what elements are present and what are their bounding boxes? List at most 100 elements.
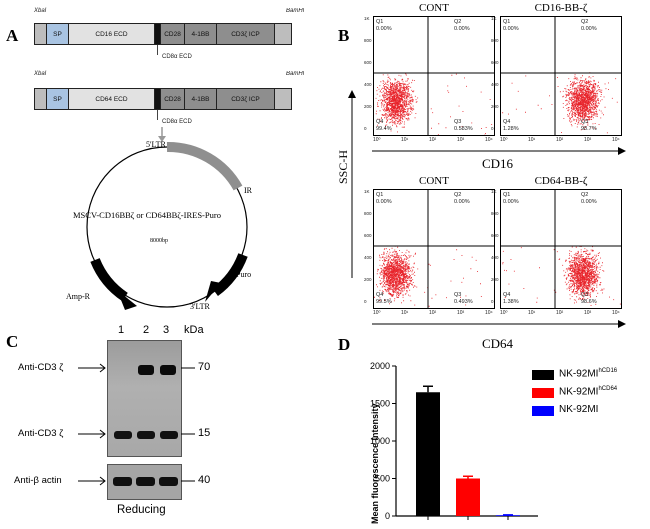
kda-label: kDa (184, 324, 204, 336)
mw-40-label: 40 (198, 474, 211, 486)
legend-swatch-nk92mi (532, 406, 554, 416)
q3-label: Q3 (454, 119, 462, 125)
vector-size: 8000bp (150, 238, 168, 244)
cd16-axis-label: CD16 (482, 156, 514, 171)
y-tick-label: 0 (364, 299, 367, 304)
dot-cloud (374, 17, 494, 135)
y-tick-label: 600 (364, 60, 372, 65)
fc-title-3: CONT (419, 175, 449, 187)
cd8-label-2: CD8α ECD (162, 119, 192, 125)
dot-cloud (501, 17, 621, 135)
lane-1-label: 1 (118, 324, 125, 336)
y-tick-label: 1000 (370, 436, 390, 446)
plasmid-map (86, 141, 248, 310)
q2-label: Q2 (454, 192, 462, 198)
construct-cd16-ecd: CD16 ECD (69, 24, 155, 44)
q2-value: 0.00% (454, 26, 470, 32)
x-tick-label: 10¹ (401, 310, 409, 316)
cell-events (374, 245, 482, 307)
q1-value: 0.00% (376, 26, 392, 32)
cd8-pointer-1 (157, 45, 158, 55)
band-lane3-actin (159, 477, 178, 486)
cd8-label-1: CD8α ECD (162, 54, 192, 60)
bar-0 (416, 392, 440, 516)
y-tick-label: 0 (491, 126, 494, 131)
construct-cd64-sp: SP (47, 89, 69, 109)
x-tick-label: 10³ (457, 310, 465, 316)
mw-15-label: 15 (198, 427, 211, 439)
construct-cd16-41bb: 4-1BB (185, 24, 217, 44)
ltr5-label: 5'LTR (146, 140, 166, 149)
q4-value: 99.5% (376, 299, 392, 305)
fc-title-1: CONT (419, 2, 449, 14)
legend-label-nk92mi: NK-92MI (559, 404, 599, 415)
q3-label: Q3 (581, 292, 589, 298)
x-tick-label: 10² (556, 137, 564, 143)
x-tick-label: 10⁰ (373, 310, 381, 316)
reducing-caption: Reducing (117, 504, 166, 516)
q3-label: Q3 (454, 292, 462, 298)
cell-events (375, 73, 493, 135)
q1-label: Q1 (503, 192, 511, 198)
construct-cd16-cd3z: CD3ζ ICP (217, 24, 275, 44)
y-tick-label: 800 (491, 38, 499, 43)
chart-ylabel: Mean fluorescence intensity (370, 403, 380, 524)
cd64-axis-label: CD64 (482, 336, 514, 351)
x-tick-label: 10² (429, 310, 437, 316)
q1-label: Q1 (503, 19, 511, 25)
x-tick-label: 10⁴ (485, 137, 493, 143)
bamhi-label-1: BamHI (286, 8, 304, 14)
y-tick-label: 1K (364, 189, 370, 194)
anti-cd3z-label-2: Anti-CD3 ζ (18, 428, 64, 439)
xbai-label-2: XbaI (34, 71, 47, 77)
x-tick-label: 10⁰ (500, 310, 508, 316)
panel-b-letter: B (338, 26, 350, 45)
x-axis-arrow-bottom (372, 320, 626, 328)
y-axis-arrow (348, 90, 356, 278)
y-tick-label: 400 (364, 255, 372, 260)
x-tick-label: 10³ (584, 310, 592, 316)
flow-plot-3: Q1 0.00% Q2 0.00% Q4 99.5% Q3 0.493% (373, 189, 495, 309)
y-tick-label: 800 (491, 211, 499, 216)
dot-cloud (501, 190, 621, 308)
y-tick-label: 200 (491, 277, 499, 282)
x-tick-label: 10¹ (401, 137, 409, 143)
western-blot-actin (107, 464, 182, 500)
flow-plot-1: Q1 0.00% Q2 0.00% Q4 99.4% Q3 0.583% (373, 16, 495, 136)
construct-cd64: SP CD64 ECD CD28 4-1BB CD3ζ ICP (34, 88, 292, 110)
fc-title-2: CD16-BB-ζ (534, 2, 588, 14)
x-tick-label: 10² (429, 137, 437, 143)
y-tick-label: 1K (364, 16, 370, 21)
q2-label: Q2 (454, 19, 462, 25)
y-tick-label: 600 (364, 233, 372, 238)
puro-segment (211, 253, 248, 297)
q2-value: 0.00% (454, 199, 470, 205)
y-tick-label: 600 (491, 233, 499, 238)
x-tick-label: 10³ (457, 137, 465, 143)
tick-70-icon (181, 367, 195, 369)
down-arrow-icon (158, 127, 166, 142)
y-tick-label: 1K (491, 16, 497, 21)
puro-arrowhead-icon (205, 281, 221, 302)
q2-value: 0.00% (581, 199, 597, 205)
arrow-right-icon (78, 429, 106, 439)
arrow-right-icon (78, 476, 106, 486)
panel-c-letter: C (6, 332, 19, 351)
mw-70-label: 70 (198, 361, 211, 373)
band-lane3-70 (160, 365, 176, 375)
y-tick-label: 1K (491, 189, 497, 194)
flow-plot-2: Q1 0.00% Q2 0.00% Q4 1.28% Q3 98.7% (500, 16, 622, 136)
q2-label: Q2 (581, 192, 589, 198)
anti-actin-label: Anti-β actin (14, 475, 62, 486)
q4-label: Q4 (503, 292, 511, 298)
q3-value: 98.6% (581, 299, 597, 305)
fc-title-4: CD64-BB-ζ (534, 175, 588, 187)
ampr-label: Amp-R (66, 292, 90, 301)
ampr-arrowhead-icon (117, 290, 137, 310)
construct-cd64-cd3z: CD3ζ ICP (217, 89, 275, 109)
q3-value: 0.493% (454, 299, 473, 305)
legend-label-cd64: NK-92MIhCD64 (559, 386, 618, 398)
y-tick-label: 0 (491, 299, 494, 304)
legend-label-cd16: NK-92MIhCD16 (559, 368, 618, 380)
construct-cd64-cd8 (155, 89, 161, 109)
